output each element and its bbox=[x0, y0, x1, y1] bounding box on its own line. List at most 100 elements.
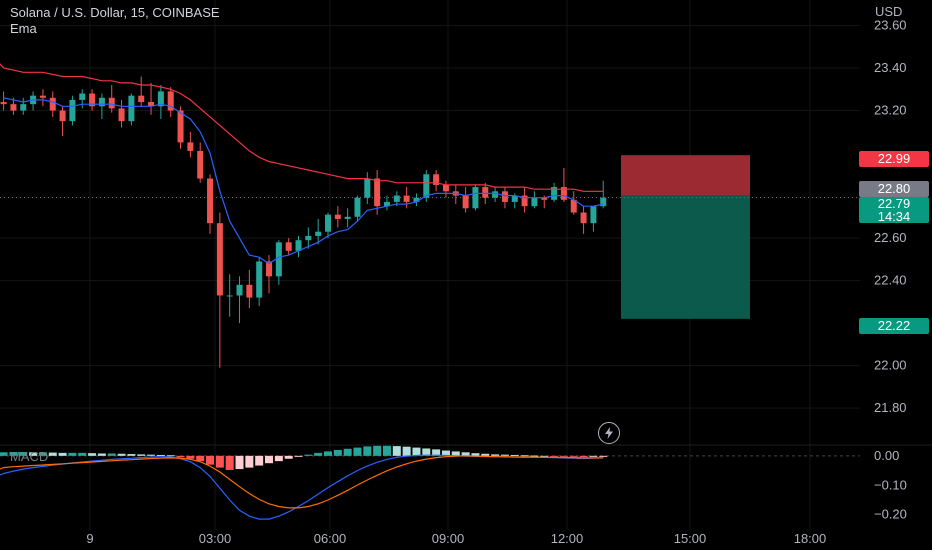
macd-histogram-bar bbox=[156, 454, 165, 456]
candle-body bbox=[207, 178, 214, 224]
candle-body bbox=[482, 187, 489, 198]
macd-histogram-bar bbox=[58, 452, 67, 456]
stop-loss-zone[interactable] bbox=[621, 155, 750, 196]
macd-label[interactable]: MACD bbox=[10, 449, 49, 464]
candle-body bbox=[413, 197, 420, 202]
macd-histogram-bar bbox=[510, 454, 519, 456]
macd-histogram-bar bbox=[166, 455, 175, 457]
candle-body bbox=[49, 97, 56, 111]
candle bbox=[59, 106, 66, 137]
last-price-badge: 22.79 14:34 bbox=[859, 197, 929, 223]
macd-histogram-bar bbox=[559, 455, 568, 457]
signal-line bbox=[0, 455, 604, 509]
candle bbox=[167, 87, 174, 117]
x-tick-label: 06:00 bbox=[314, 531, 347, 546]
macd-histogram-bar bbox=[29, 452, 38, 456]
macd-histogram-bar bbox=[137, 454, 146, 456]
candle bbox=[256, 257, 263, 307]
candle bbox=[0, 91, 7, 111]
macd-histogram-bar bbox=[48, 452, 57, 456]
candle bbox=[442, 180, 449, 198]
candle-body bbox=[0, 102, 7, 105]
candle bbox=[30, 91, 37, 111]
candle bbox=[236, 276, 243, 324]
macd-histogram-bar bbox=[147, 454, 156, 456]
candle bbox=[315, 218, 322, 245]
candle bbox=[98, 93, 105, 120]
candle bbox=[403, 187, 410, 209]
candle-body bbox=[59, 110, 66, 122]
macd-histogram-bar bbox=[373, 445, 382, 456]
candle bbox=[324, 212, 331, 239]
candle-body bbox=[492, 191, 499, 198]
candle-body bbox=[295, 240, 302, 251]
macd-histogram-bar bbox=[589, 455, 598, 457]
candle-body bbox=[324, 214, 331, 232]
candle bbox=[275, 240, 282, 285]
macd-histogram-bar bbox=[38, 452, 47, 456]
bar-countdown: 14:34 bbox=[877, 209, 911, 224]
macd-histogram-bar bbox=[68, 452, 77, 456]
macd-histogram-bar bbox=[382, 445, 391, 456]
candle-body bbox=[187, 142, 194, 151]
macd-histogram-bar bbox=[432, 449, 441, 456]
candle bbox=[285, 238, 292, 256]
candle bbox=[39, 89, 46, 107]
symbol-title: Solana / U.S. Dollar, 15, COINBASE bbox=[10, 5, 220, 20]
candle bbox=[590, 206, 597, 232]
candle-body bbox=[570, 199, 577, 213]
indicator-label[interactable]: Ema bbox=[10, 21, 37, 36]
position-zones[interactable] bbox=[0, 155, 860, 319]
time-axis[interactable]: 9 03:00 06:00 09:00 12:00 15:00 18:00 bbox=[86, 531, 826, 546]
x-tick-label: 12:00 bbox=[551, 531, 584, 546]
macd-histogram-bar bbox=[186, 455, 195, 459]
ema-fast-line bbox=[3, 97, 604, 265]
candle-body bbox=[236, 284, 243, 296]
y-tick-label: 23.20 bbox=[874, 103, 907, 118]
macd-histogram-bar bbox=[117, 453, 126, 456]
y-tick-label: 23.40 bbox=[874, 60, 907, 75]
currency-label[interactable]: USD bbox=[875, 4, 903, 19]
candle bbox=[570, 191, 577, 215]
lightning-icon[interactable] bbox=[598, 422, 620, 444]
macd-histogram-bar bbox=[451, 451, 460, 456]
macd-histogram-bar bbox=[176, 455, 185, 458]
candle bbox=[354, 195, 361, 222]
macd-histogram-bar bbox=[19, 452, 28, 456]
candle-body bbox=[560, 187, 567, 200]
macd-tick-label: −0.10 bbox=[874, 477, 907, 492]
macd-histogram-bar bbox=[88, 453, 97, 456]
x-tick-label: 03:00 bbox=[199, 531, 232, 546]
y-tick-label: 21.80 bbox=[874, 400, 907, 415]
x-tick-label: 18:00 bbox=[794, 531, 827, 546]
candle-body bbox=[157, 91, 164, 107]
macd-histogram-bar bbox=[215, 455, 224, 468]
candle-body bbox=[354, 197, 361, 217]
macd-histogram-bar bbox=[441, 450, 450, 456]
macd-histogram-bar bbox=[206, 455, 215, 465]
candle-body bbox=[128, 95, 135, 122]
candle-body bbox=[580, 212, 587, 224]
grid bbox=[0, 0, 932, 530]
price-axis[interactable]: 23.60 23.40 23.20 22.60 22.40 22.00 21.80 0.00 −… bbox=[874, 18, 907, 522]
candle-body bbox=[148, 102, 155, 107]
macd-histogram-bar bbox=[225, 455, 234, 470]
candle bbox=[462, 187, 469, 213]
macd-histogram-bar bbox=[422, 448, 431, 456]
candle bbox=[305, 227, 312, 249]
macd-histogram-bar bbox=[412, 447, 421, 456]
candle bbox=[344, 208, 351, 228]
candle-body bbox=[256, 261, 263, 298]
candle bbox=[580, 206, 587, 234]
macd-histogram-bar bbox=[196, 455, 205, 462]
macd-histogram-bar bbox=[530, 455, 539, 457]
candle-body bbox=[334, 214, 341, 219]
macd-histogram-bar bbox=[284, 455, 293, 459]
ema-lines bbox=[0, 63, 604, 265]
candle bbox=[374, 170, 381, 215]
candle bbox=[118, 99, 125, 128]
macd-histogram-bar bbox=[265, 455, 274, 464]
candle-body bbox=[541, 197, 548, 200]
take-profit-zone[interactable] bbox=[621, 195, 750, 319]
